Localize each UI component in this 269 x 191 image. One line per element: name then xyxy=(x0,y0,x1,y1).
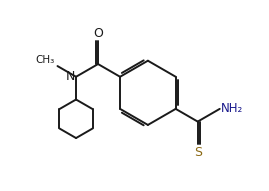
Text: NH₂: NH₂ xyxy=(221,102,243,115)
Text: O: O xyxy=(93,27,103,40)
Text: CH₃: CH₃ xyxy=(36,55,55,65)
Text: S: S xyxy=(194,146,202,159)
Text: N: N xyxy=(65,70,75,83)
